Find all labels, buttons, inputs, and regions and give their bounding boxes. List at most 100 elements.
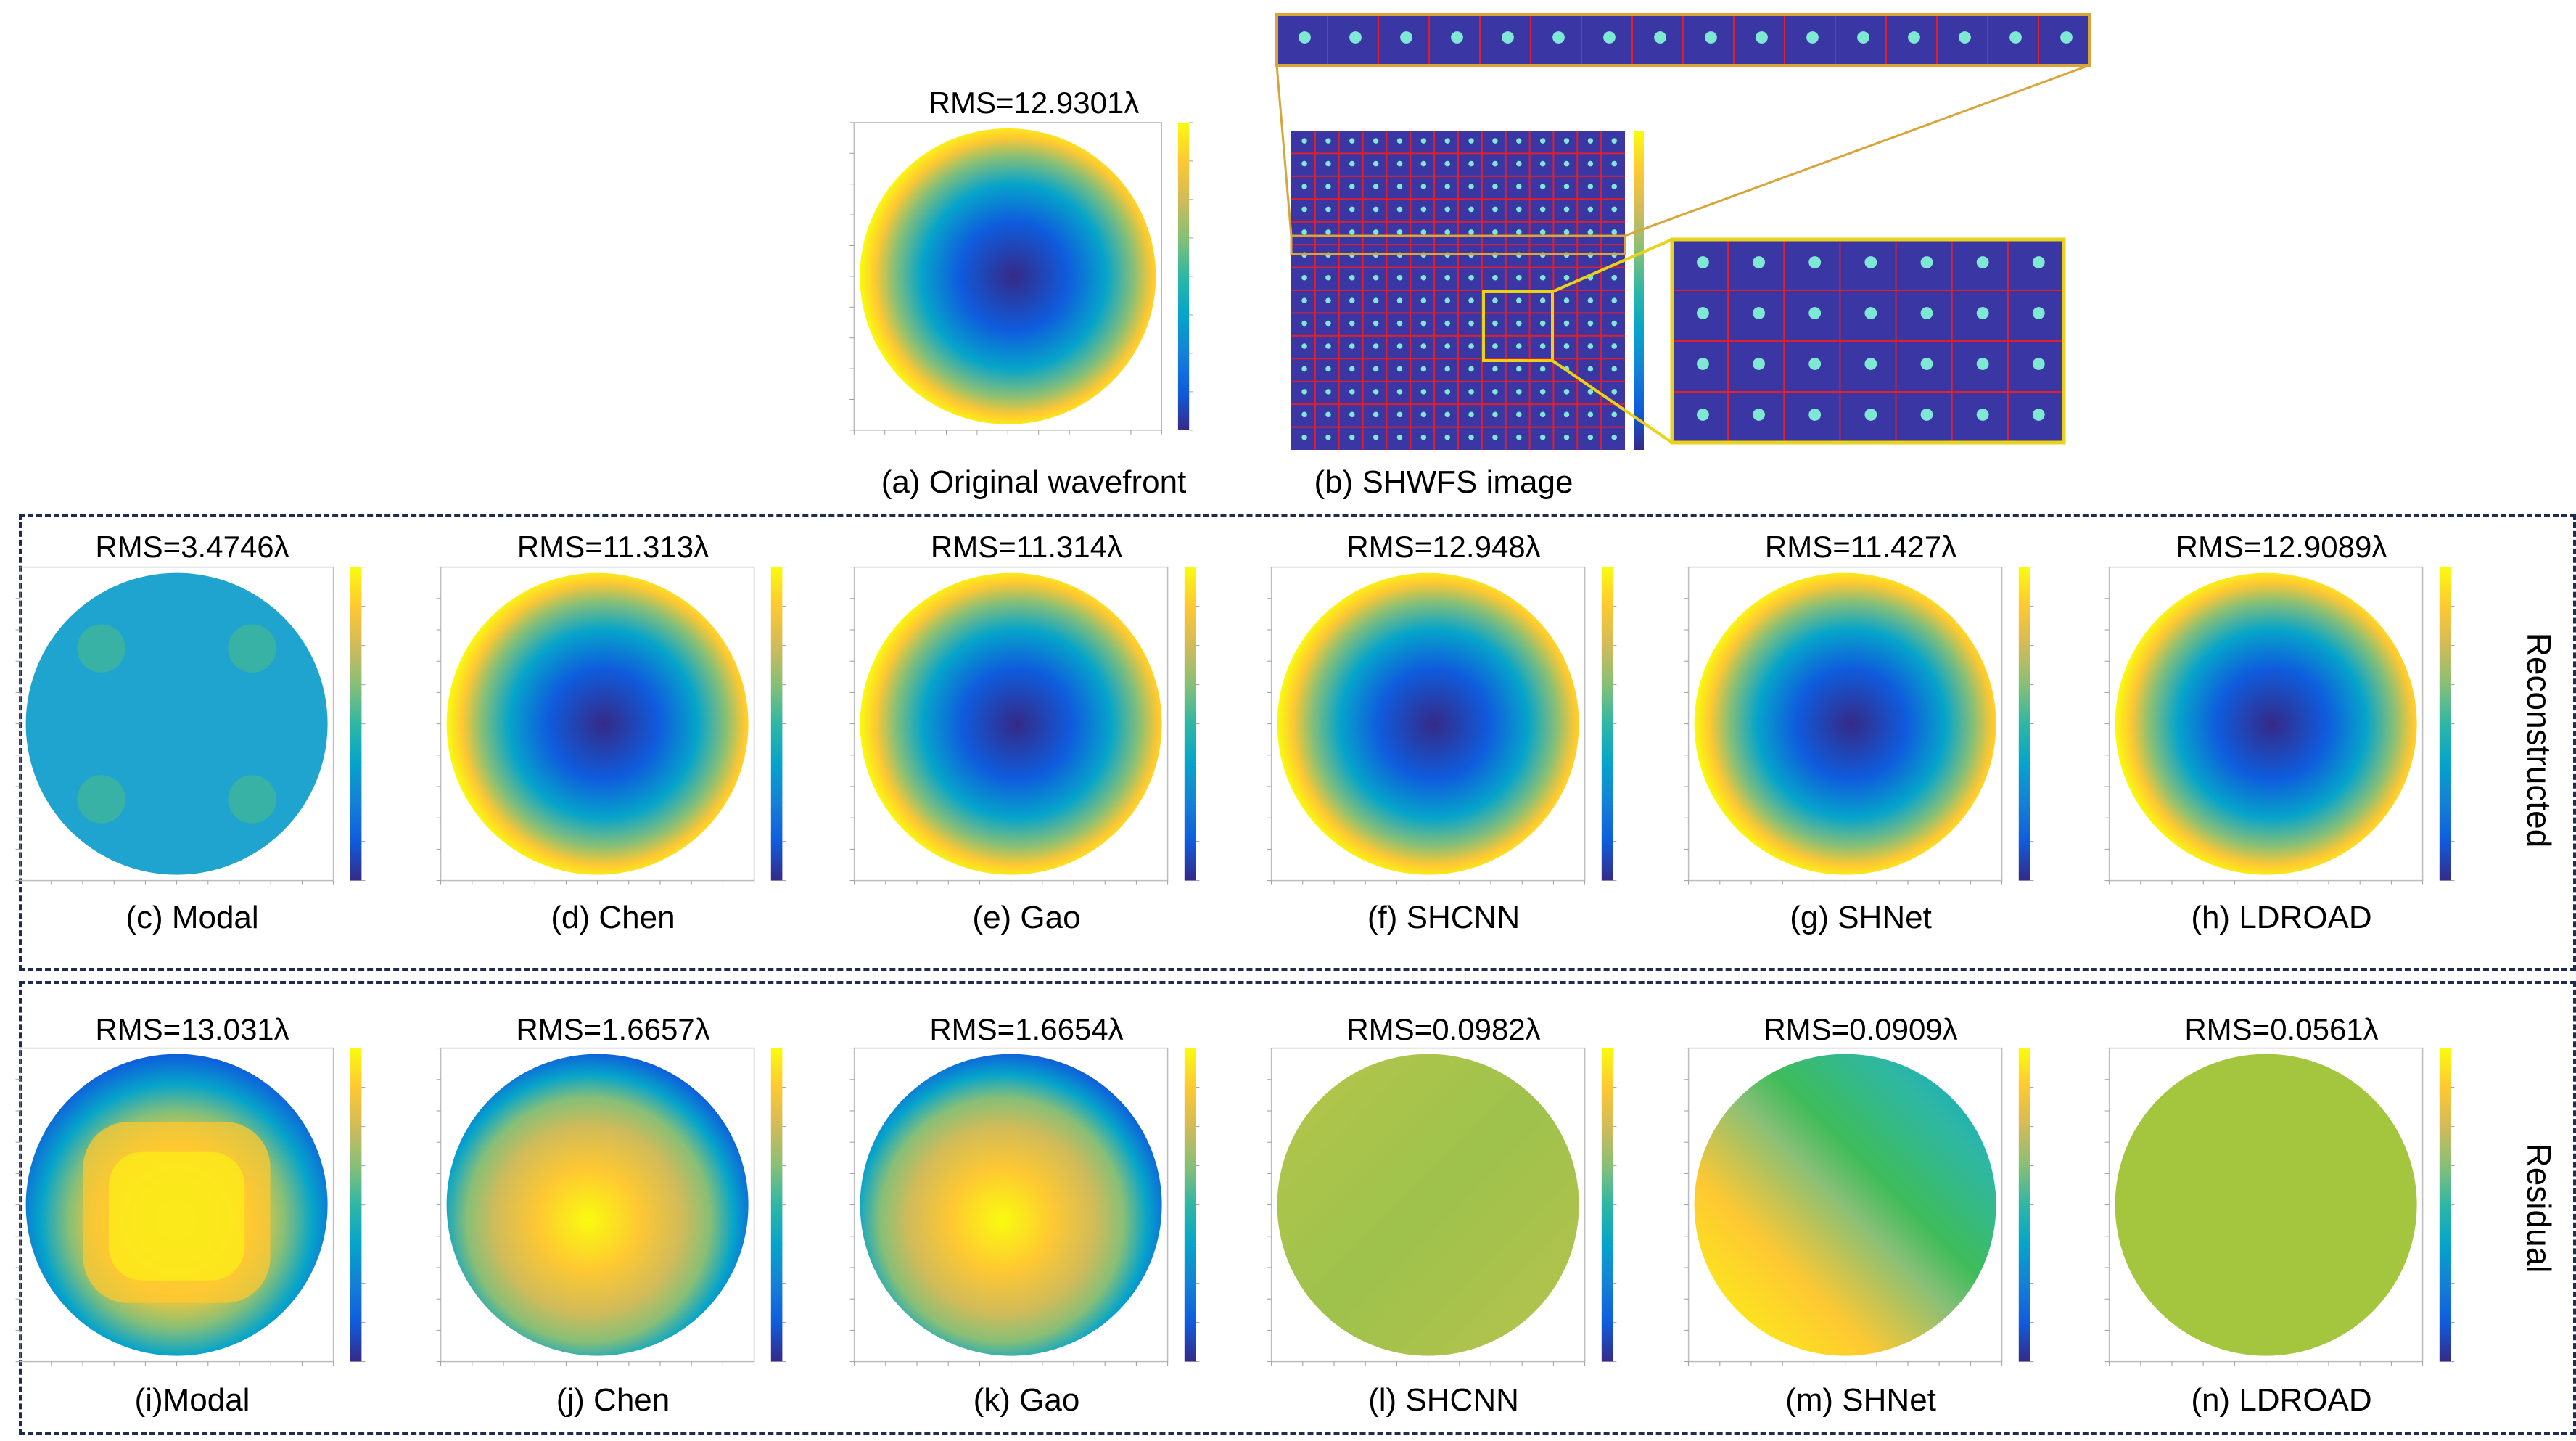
spot xyxy=(1349,320,1355,327)
spot xyxy=(1420,160,1427,167)
panel-caption: (l) SHCNN xyxy=(1368,1382,1519,1418)
spot xyxy=(1420,343,1427,349)
wavefront-disc xyxy=(1277,1054,1579,1356)
axes-frame xyxy=(19,566,334,882)
spot xyxy=(1587,389,1594,395)
spot xyxy=(1373,184,1379,189)
spot xyxy=(1444,411,1450,418)
panel-caption: (c) Modal xyxy=(125,900,259,935)
spot xyxy=(1468,343,1474,349)
spot xyxy=(1420,297,1427,303)
spot xyxy=(1468,320,1474,327)
spot xyxy=(1697,358,1709,370)
colorbar xyxy=(1601,1048,1613,1362)
axes-frame xyxy=(1687,566,2003,882)
spot xyxy=(1349,274,1355,281)
wavefront-plot xyxy=(1267,1047,1617,1366)
wavefront-plot xyxy=(436,1047,786,1366)
spot xyxy=(1753,409,1765,421)
spot xyxy=(1420,366,1427,372)
spot xyxy=(1349,229,1355,235)
panel-title: RMS=11.313λ xyxy=(517,530,709,564)
spot xyxy=(1587,297,1594,303)
spot xyxy=(1552,31,1565,44)
wavefront-disc xyxy=(446,1054,749,1356)
spot xyxy=(1611,411,1617,418)
spot xyxy=(1587,138,1594,144)
spot xyxy=(1563,160,1570,167)
zoom-selection xyxy=(1482,290,1554,362)
spot xyxy=(1301,138,1307,144)
wavefront-disc xyxy=(25,572,328,875)
spot xyxy=(1516,366,1522,372)
spot xyxy=(1396,411,1403,418)
spot xyxy=(1396,434,1403,440)
colorbar xyxy=(2018,567,2030,881)
spot xyxy=(1516,184,1522,189)
spot xyxy=(1563,274,1570,281)
spot xyxy=(1539,184,1546,189)
spot xyxy=(1611,366,1617,372)
panel-caption: (f) SHCNN xyxy=(1367,900,1521,935)
panel-caption: (k) Gao xyxy=(973,1382,1080,1418)
spot xyxy=(1492,138,1498,144)
spot xyxy=(1373,274,1379,281)
colorbar xyxy=(770,567,783,881)
spot xyxy=(1301,411,1307,418)
spot xyxy=(1301,434,1307,440)
spot xyxy=(1325,160,1331,167)
axes-frame xyxy=(19,1047,334,1363)
spot xyxy=(1587,343,1594,349)
spot xyxy=(1325,411,1331,418)
spot xyxy=(1373,160,1379,167)
spot xyxy=(1920,358,1933,370)
spot xyxy=(1468,411,1474,418)
spot xyxy=(1420,389,1427,395)
spot xyxy=(1864,409,1877,421)
spot xyxy=(2032,256,2045,268)
spot xyxy=(1420,184,1427,189)
spot xyxy=(1492,297,1498,303)
colorbar xyxy=(1184,567,1196,881)
panel-caption: (e) Gao xyxy=(972,900,1081,935)
wavefront-disc xyxy=(2115,572,2417,875)
lobe xyxy=(228,775,276,824)
colorbar xyxy=(2439,567,2451,881)
spot xyxy=(1492,206,1498,213)
spot xyxy=(1444,343,1450,349)
spot xyxy=(1396,229,1403,235)
spot xyxy=(1400,31,1412,44)
spot xyxy=(1373,320,1379,327)
spot xyxy=(1611,343,1617,349)
panel-caption: (j) Chen xyxy=(556,1382,670,1418)
spot xyxy=(1325,343,1331,349)
spot xyxy=(1587,229,1594,235)
spot xyxy=(1325,274,1331,281)
zoom-link xyxy=(1552,238,1673,293)
panel-title: RMS=12.9089λ xyxy=(2176,530,2387,564)
spot xyxy=(1756,31,1768,44)
spot xyxy=(1396,206,1403,213)
spot xyxy=(1611,320,1617,327)
spot xyxy=(1396,184,1403,189)
spot xyxy=(1563,138,1570,144)
spot xyxy=(1325,184,1331,189)
wavefront-disc xyxy=(860,572,1162,875)
spot xyxy=(1420,411,1427,418)
spot xyxy=(1563,434,1570,440)
spot xyxy=(1539,297,1546,303)
spot xyxy=(1516,411,1522,418)
spot xyxy=(1492,320,1498,327)
spot xyxy=(2032,409,2045,421)
spot xyxy=(1587,411,1594,418)
wavefront-plot xyxy=(1267,566,1617,885)
spot xyxy=(1976,256,1989,268)
panel-title: RMS=3.4746λ xyxy=(95,530,289,564)
spot xyxy=(1976,358,1989,370)
spot xyxy=(1920,409,1933,421)
spot xyxy=(1444,138,1450,144)
spot xyxy=(1301,343,1307,349)
spot xyxy=(1539,411,1546,418)
spot xyxy=(1301,389,1307,395)
spot xyxy=(1325,434,1331,440)
